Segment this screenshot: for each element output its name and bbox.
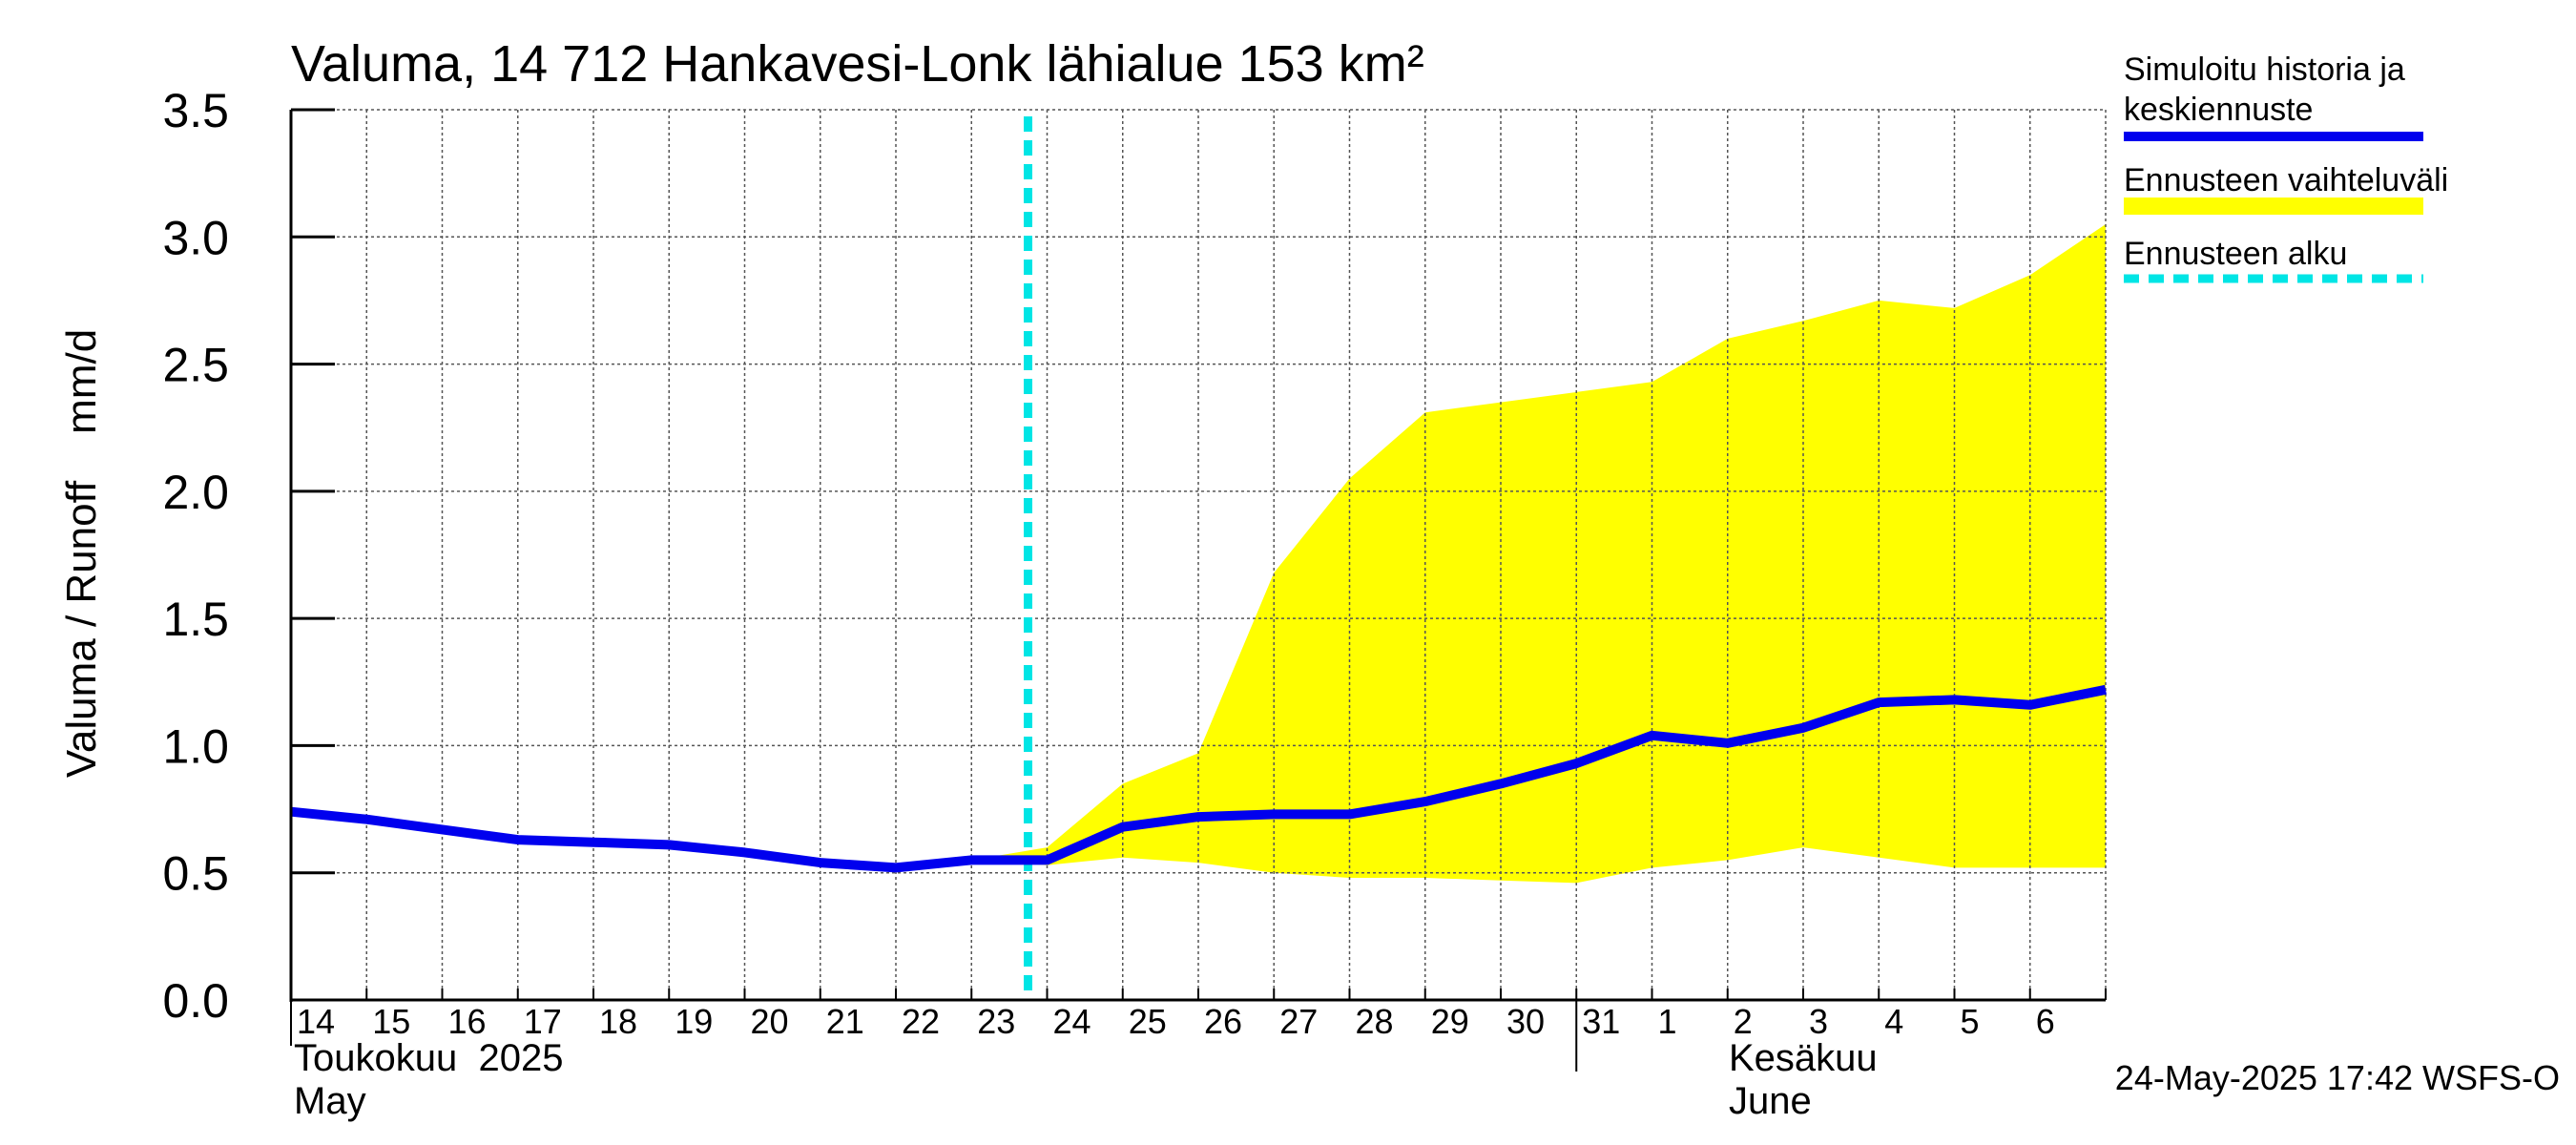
y-tick-label: 3.5 [162, 84, 229, 137]
legend-label-forecast-start: Ennusteen alku [2124, 236, 2347, 272]
x-tick-label: 15 [372, 1002, 410, 1041]
y-tick-label: 1.5 [162, 593, 229, 646]
legend-label-simulated-line2: keskiennuste [2124, 92, 2313, 128]
legend-label-range: Ennusteen vaihteluväli [2124, 162, 2448, 198]
x-tick-label: 20 [751, 1002, 789, 1041]
legend: Simuloitu historia ja keskiennuste Ennus… [2124, 52, 2448, 283]
x-tick-label: 29 [1431, 1002, 1469, 1041]
x-tick-label: 5 [1961, 1002, 1980, 1041]
legend-label-simulated-line1: Simuloitu historia ja [2124, 52, 2405, 88]
x-tick-label: 2 [1734, 1002, 1753, 1041]
month-label-may-en: May [294, 1080, 366, 1122]
x-tick-label: 27 [1279, 1002, 1318, 1041]
x-tick-label: 14 [297, 1002, 335, 1041]
x-tick-label: 26 [1204, 1002, 1242, 1041]
y-tick-label: 0.0 [162, 974, 229, 1028]
x-tick-label: 6 [2036, 1002, 2055, 1041]
x-tick-label: 3 [1809, 1002, 1828, 1041]
x-tick-label: 4 [1884, 1002, 1903, 1041]
x-tick-label: 28 [1356, 1002, 1394, 1041]
month-label-june-en: June [1729, 1080, 1812, 1122]
month-label-june-fi: Kesäkuu [1729, 1037, 1878, 1079]
y-axis-label: Valuma / Runoff mm/d [58, 329, 105, 778]
series-line-layer [290, 116, 2107, 1000]
x-tick-label: 30 [1506, 1002, 1545, 1041]
y-tick-label: 0.5 [162, 847, 229, 901]
x-tick-label: 23 [977, 1002, 1015, 1041]
x-tick-label: 24 [1053, 1002, 1091, 1041]
chart-title: Valuma, 14 712 Hankavesi-Lonk lähialue 1… [291, 35, 1424, 93]
footer-timestamp: 24-May-2025 17:42 WSFS-O [2115, 1058, 2560, 1097]
y-tick-label: 2.5 [162, 339, 229, 392]
grid-layer [291, 109, 2107, 1000]
x-tick-label: 1 [1658, 1002, 1677, 1041]
x-tick-label: 31 [1582, 1002, 1620, 1041]
series-line-simulated [290, 684, 2107, 873]
x-tick-label: 19 [675, 1002, 713, 1041]
x-tick-label: 22 [902, 1002, 940, 1041]
y-tick-label: 3.0 [162, 211, 229, 264]
x-tick-label: 25 [1129, 1002, 1167, 1041]
month-label-may-fi: Toukokuu 2025 [294, 1037, 563, 1079]
axis-layer: 0.00.51.01.52.02.53.03.514 15 16 17 18 19 20 21… [162, 84, 2107, 1072]
y-tick-label: 2.0 [162, 466, 229, 519]
y-tick-label: 1.0 [162, 719, 229, 773]
x-tick-label: 21 [826, 1002, 864, 1041]
x-tick-label: 16 [448, 1002, 487, 1041]
x-tick-label: 17 [524, 1002, 562, 1041]
x-tick-label: 18 [599, 1002, 637, 1041]
